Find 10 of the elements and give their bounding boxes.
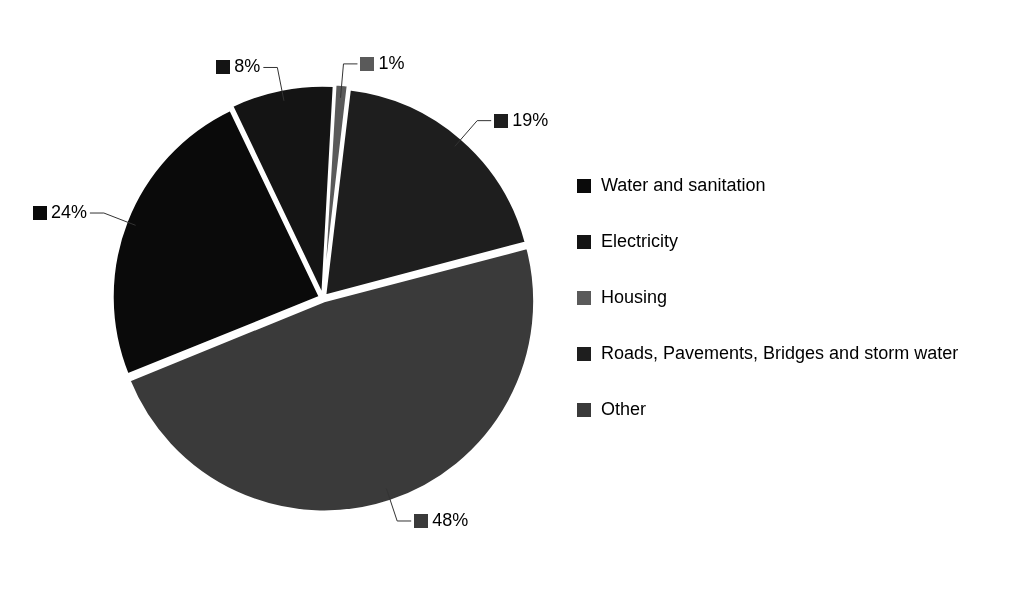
data-label: 19% xyxy=(512,109,549,130)
data-label: 24% xyxy=(50,201,87,222)
legend-label: Other xyxy=(601,398,647,419)
legend-label: Housing xyxy=(601,286,668,307)
legend-label: Roads, Pavements, Bridges and storm water xyxy=(601,342,959,363)
legend-label: Electricity xyxy=(601,230,679,251)
legend-label: Water and sanitation xyxy=(601,174,766,195)
data-label: 48% xyxy=(432,509,469,530)
data-label: 8% xyxy=(234,56,261,77)
data-label: 1% xyxy=(378,52,405,73)
